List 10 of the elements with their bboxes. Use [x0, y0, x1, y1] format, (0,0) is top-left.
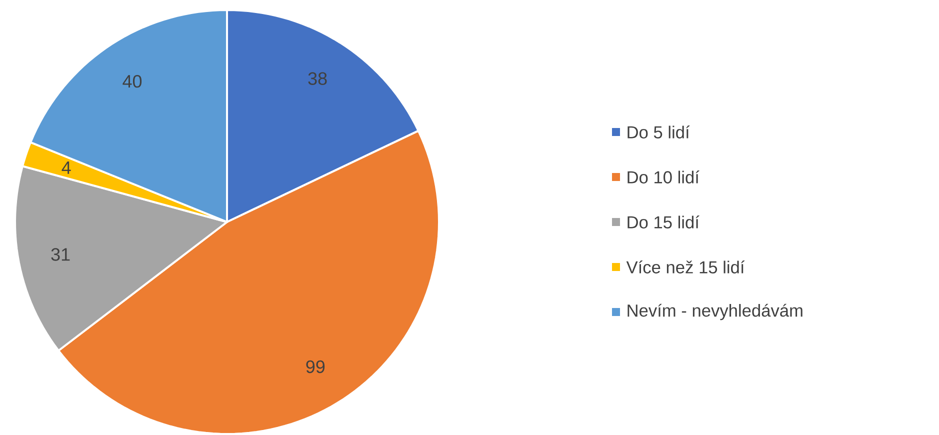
data-label: 40	[122, 74, 142, 88]
legend-label: Do 10 lidí	[628, 170, 700, 184]
legend-label: Více než 15 lidí	[626, 260, 745, 274]
data-label: 31	[51, 248, 70, 261]
data-label: 38	[308, 72, 327, 85]
legend-label: Do 15 lidí	[628, 216, 700, 228]
data-label: 99	[306, 360, 325, 374]
data-label: 4	[62, 161, 71, 174]
legend-label: Nevím - nevyhledávám	[628, 304, 802, 320]
legend-label: Do 5 lidí	[628, 126, 690, 138]
